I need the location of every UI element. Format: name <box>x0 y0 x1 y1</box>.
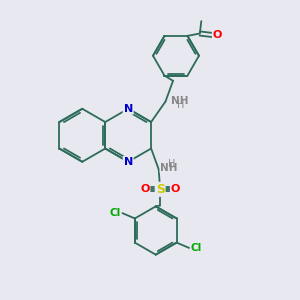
Text: S: S <box>156 183 165 196</box>
Text: H: H <box>168 159 175 169</box>
Text: Cl: Cl <box>110 208 121 218</box>
Text: H: H <box>177 100 184 110</box>
Text: N: N <box>124 157 133 167</box>
Text: O: O <box>171 184 180 194</box>
Text: O: O <box>140 184 149 194</box>
Text: N: N <box>124 104 133 114</box>
Text: Cl: Cl <box>190 243 202 253</box>
Text: NH: NH <box>171 96 188 106</box>
Text: O: O <box>213 30 222 40</box>
Text: NH: NH <box>160 163 178 173</box>
